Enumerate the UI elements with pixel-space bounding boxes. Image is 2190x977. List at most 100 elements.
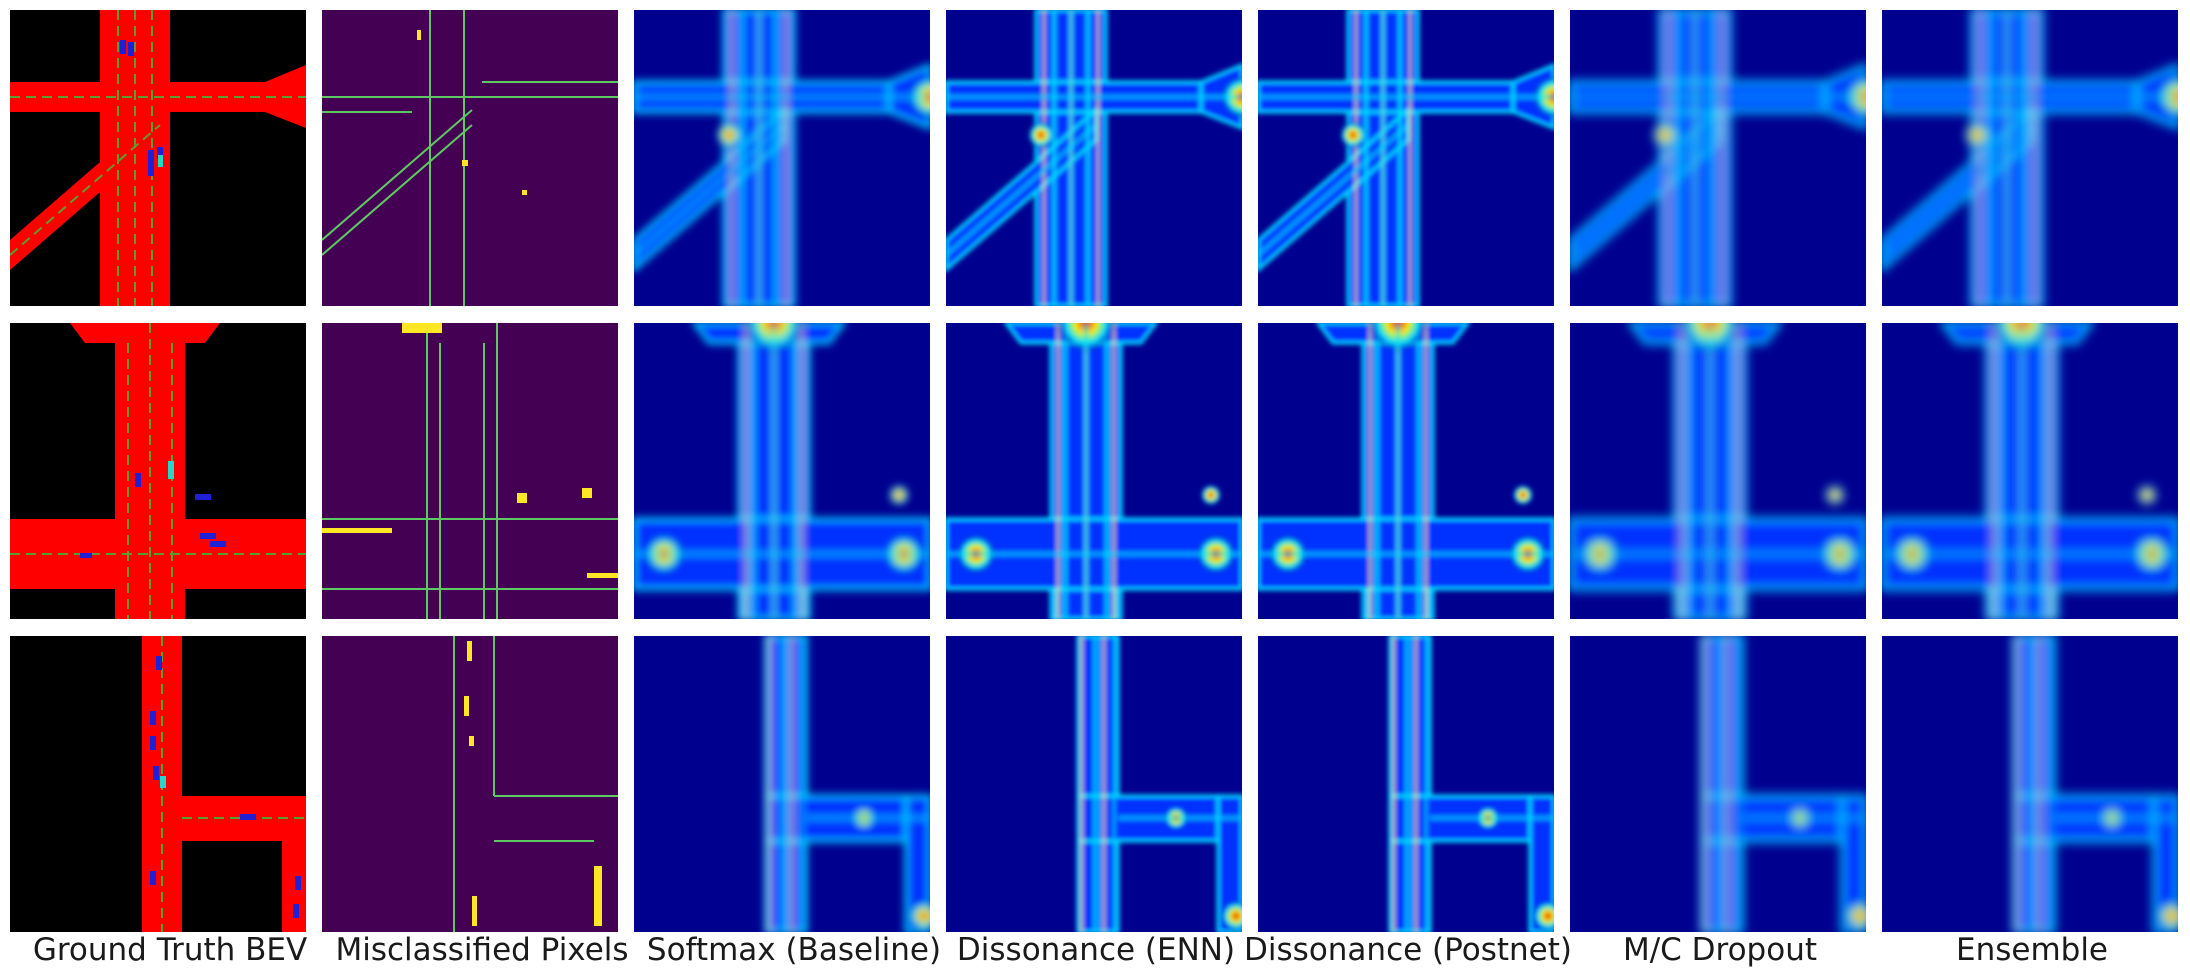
panel-image — [1882, 323, 2178, 619]
panel-image — [322, 636, 618, 932]
uncertainty-band — [946, 123, 1098, 257]
misclassified-blob — [462, 160, 468, 166]
vehicle-mark — [157, 147, 163, 159]
panel-image — [946, 10, 1242, 306]
label-mc-dropout: M/C Dropout — [1622, 932, 1818, 968]
misclass-background — [322, 636, 618, 932]
uncertainty-band — [1570, 123, 1722, 257]
panel-image — [634, 323, 930, 619]
misclassified-edge — [322, 124, 473, 256]
uncertainty-hotspot — [1844, 900, 1866, 932]
misclassified-blob — [469, 736, 474, 746]
uncertainty-hotspot — [1512, 484, 1534, 506]
panel-image — [1570, 323, 1866, 619]
uncertainty-hotspot — [1963, 121, 1991, 149]
uncertainty-band — [634, 123, 786, 257]
pedestrian-mark — [168, 461, 174, 479]
uncertainty-hotspot — [1339, 121, 1367, 149]
vehicle-mark — [135, 473, 141, 487]
misclassified-edge — [322, 109, 473, 241]
vehicle-mark — [240, 814, 256, 820]
panel-scene-2-mcdrop — [1570, 323, 1866, 619]
vehicle-mark — [150, 871, 156, 885]
vehicle-mark — [156, 656, 162, 670]
uncertainty-hotspot — [1200, 484, 1222, 506]
panel-scene-3-mis — [322, 636, 618, 932]
misclassified-blob — [522, 190, 527, 195]
panel-scene-3-enn — [946, 636, 1242, 932]
panel-scene-3-ensemble — [1882, 636, 2178, 932]
misclassified-blob — [402, 323, 442, 333]
panel-image — [10, 323, 306, 619]
vehicle-mark — [80, 553, 92, 558]
panel-scene-1-postnet — [1258, 10, 1554, 306]
label-dissonance-enn: Dissonance (ENN) — [956, 932, 1236, 968]
uncertainty-hotspot — [1824, 484, 1846, 506]
panel-scene-2-softmax — [634, 323, 930, 619]
vehicle-mark — [295, 876, 301, 890]
panel-image — [322, 323, 618, 619]
panel-image — [1570, 636, 1866, 932]
panel-scene-2-mis — [322, 323, 618, 619]
uncertainty-band — [1882, 123, 2034, 257]
uncertainty-hotspot — [1532, 900, 1554, 932]
panel-scene-1-mcdrop — [1570, 10, 1866, 306]
pedestrian-mark — [158, 155, 163, 167]
panel-image — [10, 636, 306, 932]
vehicle-mark — [120, 40, 126, 54]
misclassified-blob — [467, 641, 472, 661]
uncertainty-hotspot — [888, 484, 910, 506]
panel-scene-1-enn — [946, 10, 1242, 306]
vehicle-mark — [150, 711, 156, 725]
vehicle-mark — [148, 150, 154, 176]
uncertainty-hotspot — [1220, 900, 1242, 932]
misclassified-blob — [587, 573, 618, 578]
misclass-background — [322, 10, 618, 306]
panel-scene-2-postnet — [1258, 323, 1554, 619]
panel-image — [1258, 636, 1554, 932]
uncertainty-hotspot — [2136, 484, 2158, 506]
vehicle-mark — [128, 42, 134, 56]
panel-scene-2-gt — [10, 323, 306, 619]
vehicle-mark — [210, 541, 226, 547]
vehicle-mark — [150, 736, 156, 750]
vehicle-mark — [195, 494, 211, 500]
panel-scene-3-mcdrop — [1570, 636, 1866, 932]
vehicle-mark — [293, 904, 299, 918]
panel-image — [946, 636, 1242, 932]
panel-image — [1882, 636, 2178, 932]
panel-scene-1-ensemble — [1882, 10, 2178, 306]
panel-scene-3-gt — [10, 636, 306, 932]
panel-image — [1570, 10, 1866, 306]
uncertainty-hotspot — [1651, 121, 1679, 149]
label-ensemble: Ensemble — [1955, 932, 2109, 968]
misclassified-blob — [464, 696, 469, 716]
label-ground-truth-bev: Ground Truth BEV — [32, 932, 308, 968]
panel-image — [1882, 10, 2178, 306]
panel-image — [1258, 10, 1554, 306]
misclassified-blob — [517, 493, 527, 503]
vehicle-mark — [200, 533, 216, 539]
lane-marking — [10, 124, 161, 256]
misclassified-blob — [594, 866, 602, 926]
uncertainty-hotspot — [2156, 900, 2178, 932]
panel-scene-1-softmax — [634, 10, 930, 306]
panel-scene-3-softmax — [634, 636, 930, 932]
label-dissonance-postnet: Dissonance (Postnet) — [1244, 932, 1572, 968]
uncertainty-hotspot — [1027, 121, 1055, 149]
misclass-background — [322, 323, 618, 619]
uncertainty-hotspot — [908, 900, 930, 932]
panel-scene-2-ensemble — [1882, 323, 2178, 619]
road-region — [70, 323, 220, 343]
misclassified-blob — [417, 30, 421, 40]
vehicle-mark — [153, 766, 159, 780]
panel-image — [634, 636, 930, 932]
panel-image — [634, 10, 930, 306]
panel-scene-2-enn — [946, 323, 1242, 619]
uncertainty-band — [1258, 123, 1410, 257]
panel-image — [10, 10, 306, 306]
misclassified-blob — [322, 528, 392, 533]
panel-image — [322, 10, 618, 306]
panel-scene-1-gt — [10, 10, 306, 306]
